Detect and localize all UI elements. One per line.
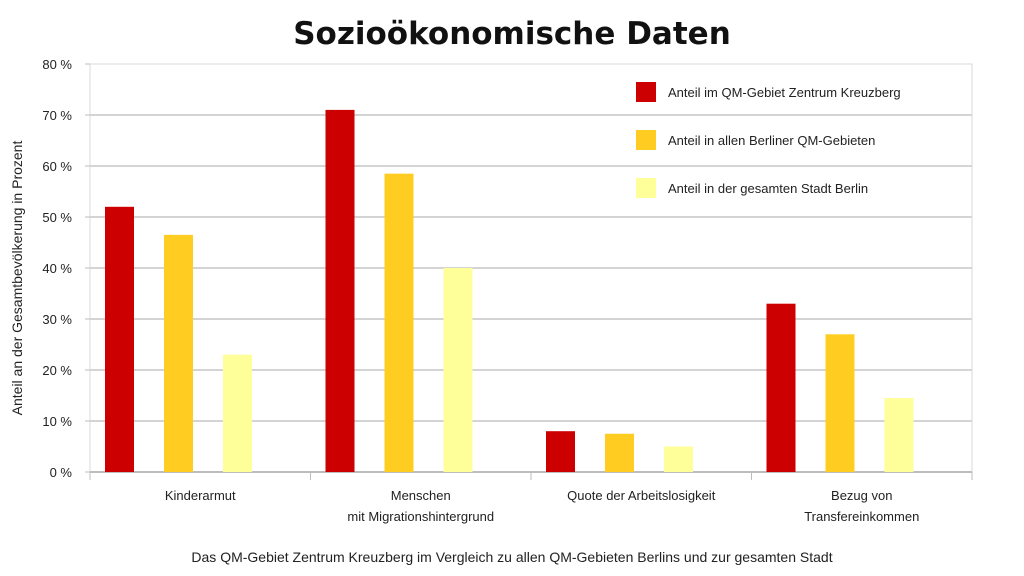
- legend-label: Anteil in allen Berliner QM-Gebieten: [668, 133, 875, 148]
- chart-title: Sozioökonomische Daten: [293, 16, 731, 52]
- bar: [546, 431, 575, 472]
- y-tick-label: 30 %: [42, 312, 72, 327]
- x-category-label: Transfereinkommen: [804, 509, 919, 524]
- bar: [105, 206, 134, 473]
- legend-swatch: [636, 178, 656, 198]
- bar: [223, 354, 252, 472]
- bar: [164, 234, 193, 472]
- legend-swatch: [636, 82, 656, 102]
- x-category-label: Menschen: [391, 488, 451, 503]
- bar: [664, 446, 693, 472]
- x-category-label: Kinderarmut: [165, 488, 236, 503]
- bar: [766, 303, 796, 472]
- y-axis-title: Anteil an der Gesamtbevölkerung in Proze…: [9, 141, 25, 416]
- y-tick-label: 20 %: [42, 363, 72, 378]
- y-tick-label: 10 %: [42, 414, 72, 429]
- y-tick-label: 0 %: [50, 465, 73, 480]
- y-tick-label: 80 %: [42, 57, 72, 72]
- bar: [443, 268, 473, 472]
- legend-swatch: [636, 130, 656, 150]
- y-tick-label: 70 %: [42, 108, 72, 123]
- x-category-label: mit Migrationshintergrund: [347, 509, 494, 524]
- bar: [384, 173, 414, 472]
- bar: [605, 433, 634, 472]
- legend-label: Anteil im QM-Gebiet Zentrum Kreuzberg: [668, 85, 901, 100]
- x-category-label: Bezug von: [831, 488, 892, 503]
- bar: [884, 398, 914, 472]
- chart-caption: Das QM-Gebiet Zentrum Kreuzberg im Vergl…: [191, 549, 833, 565]
- bar: [825, 334, 855, 472]
- bar: [325, 109, 355, 473]
- y-tick-label: 40 %: [42, 261, 72, 276]
- y-tick-label: 60 %: [42, 159, 72, 174]
- x-category-label: Quote der Arbeitslosigkeit: [567, 488, 716, 503]
- legend-label: Anteil in der gesamten Stadt Berlin: [668, 181, 868, 196]
- y-tick-label: 50 %: [42, 210, 72, 225]
